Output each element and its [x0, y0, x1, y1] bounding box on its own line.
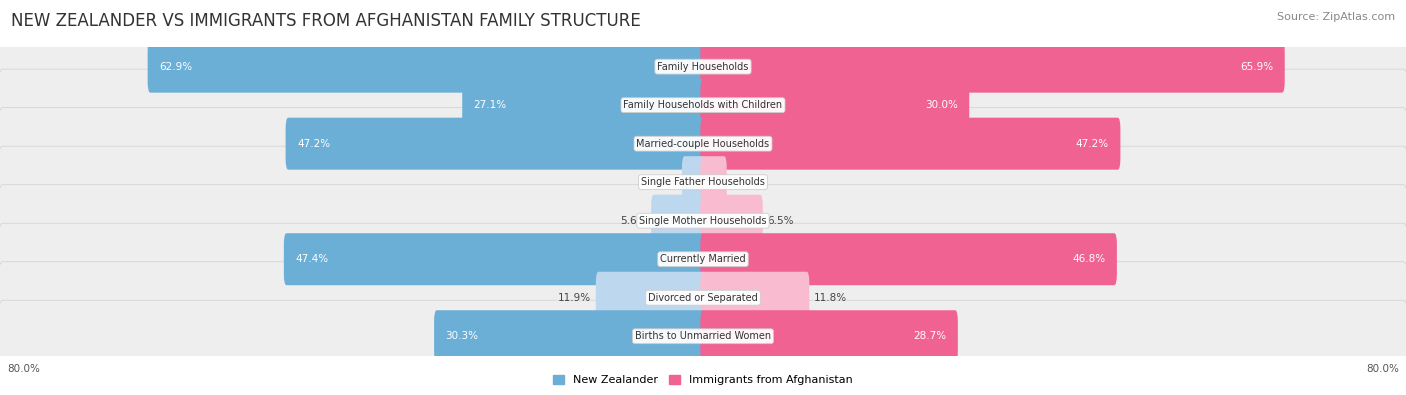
Text: Births to Unmarried Women: Births to Unmarried Women — [636, 331, 770, 341]
Text: 2.4%: 2.4% — [731, 177, 758, 187]
FancyBboxPatch shape — [0, 31, 1406, 103]
Text: Single Mother Households: Single Mother Households — [640, 216, 766, 226]
FancyBboxPatch shape — [700, 195, 762, 247]
FancyBboxPatch shape — [0, 108, 1406, 180]
Text: 47.2%: 47.2% — [297, 139, 330, 149]
Text: 65.9%: 65.9% — [1240, 62, 1274, 71]
FancyBboxPatch shape — [0, 262, 1406, 334]
Text: 11.8%: 11.8% — [814, 293, 846, 303]
FancyBboxPatch shape — [0, 185, 1406, 257]
FancyBboxPatch shape — [463, 79, 706, 131]
Text: 47.2%: 47.2% — [1076, 139, 1109, 149]
Text: Divorced or Separated: Divorced or Separated — [648, 293, 758, 303]
FancyBboxPatch shape — [682, 156, 706, 208]
Text: 28.7%: 28.7% — [914, 331, 946, 341]
FancyBboxPatch shape — [700, 272, 810, 324]
Text: 11.9%: 11.9% — [558, 293, 592, 303]
Text: 2.1%: 2.1% — [651, 177, 678, 187]
FancyBboxPatch shape — [596, 272, 706, 324]
Legend: New Zealander, Immigrants from Afghanistan: New Zealander, Immigrants from Afghanist… — [553, 375, 853, 386]
Text: 6.5%: 6.5% — [768, 216, 793, 226]
FancyBboxPatch shape — [285, 118, 706, 170]
Text: 27.1%: 27.1% — [474, 100, 506, 110]
FancyBboxPatch shape — [700, 41, 1285, 93]
FancyBboxPatch shape — [700, 156, 727, 208]
Text: Married-couple Households: Married-couple Households — [637, 139, 769, 149]
Text: Source: ZipAtlas.com: Source: ZipAtlas.com — [1277, 12, 1395, 22]
Text: 30.0%: 30.0% — [925, 100, 957, 110]
FancyBboxPatch shape — [0, 223, 1406, 295]
FancyBboxPatch shape — [0, 69, 1406, 141]
Text: 62.9%: 62.9% — [159, 62, 193, 71]
Text: Family Households with Children: Family Households with Children — [623, 100, 783, 110]
Text: 5.6%: 5.6% — [620, 216, 647, 226]
Text: Family Households: Family Households — [658, 62, 748, 71]
FancyBboxPatch shape — [148, 41, 706, 93]
Text: Currently Married: Currently Married — [661, 254, 745, 264]
FancyBboxPatch shape — [284, 233, 706, 285]
Text: NEW ZEALANDER VS IMMIGRANTS FROM AFGHANISTAN FAMILY STRUCTURE: NEW ZEALANDER VS IMMIGRANTS FROM AFGHANI… — [11, 12, 641, 30]
FancyBboxPatch shape — [0, 146, 1406, 218]
Text: Single Father Households: Single Father Households — [641, 177, 765, 187]
Text: 80.0%: 80.0% — [7, 364, 39, 374]
Text: 46.8%: 46.8% — [1073, 254, 1105, 264]
Text: 30.3%: 30.3% — [446, 331, 478, 341]
FancyBboxPatch shape — [651, 195, 706, 247]
FancyBboxPatch shape — [700, 310, 957, 362]
Text: 80.0%: 80.0% — [1367, 364, 1399, 374]
FancyBboxPatch shape — [700, 79, 969, 131]
Text: 47.4%: 47.4% — [295, 254, 329, 264]
FancyBboxPatch shape — [700, 118, 1121, 170]
FancyBboxPatch shape — [700, 233, 1116, 285]
FancyBboxPatch shape — [0, 300, 1406, 372]
FancyBboxPatch shape — [434, 310, 706, 362]
